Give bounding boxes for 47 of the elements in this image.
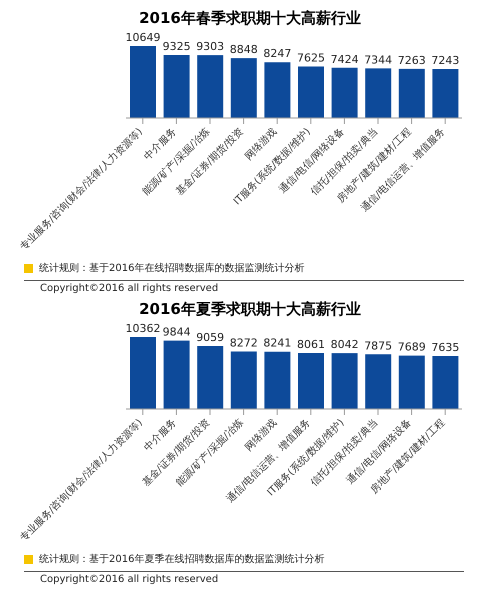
- data-label: 8241: [263, 336, 292, 350]
- data-label: 9059: [196, 331, 224, 344]
- bar: [230, 58, 257, 118]
- bar: [298, 66, 324, 118]
- chart-title: 2016年夏季求职期十大高薪行业: [138, 299, 362, 319]
- x-tick-label: 网络游戏: [242, 416, 280, 454]
- data-label: 8848: [230, 43, 258, 56]
- bar: [365, 354, 392, 409]
- bar: [398, 356, 425, 409]
- bar: [264, 352, 290, 409]
- data-label: 8272: [230, 336, 258, 350]
- bar: [432, 356, 458, 409]
- text: Copyright©2016 all rights reserved: [39, 282, 220, 296]
- data-label: 7344: [364, 53, 392, 66]
- data-label: 10649: [126, 31, 160, 44]
- bar: [332, 353, 358, 409]
- text: 统计规则：基于2016年在线招聘数据库的数据监测统计分析: [39, 262, 304, 275]
- data-label: 7263: [398, 54, 426, 67]
- data-label: 8247: [263, 47, 292, 60]
- bar: [197, 55, 224, 118]
- bar: [164, 54, 190, 118]
- text: Copyright©2016 all rights reserved: [39, 573, 220, 587]
- data-label: 7243: [431, 54, 460, 68]
- data-label: 10362: [126, 322, 160, 335]
- bar: [197, 346, 224, 409]
- data-label: 7424: [330, 52, 359, 66]
- data-label: 7875: [364, 339, 392, 352]
- bar: [164, 340, 190, 409]
- data-label: 7625: [297, 51, 325, 64]
- data-label: 9303: [196, 40, 224, 54]
- bar: [398, 68, 425, 118]
- data-label: 9325: [162, 40, 191, 53]
- data-label: 7689: [398, 340, 426, 354]
- bar: [230, 352, 257, 409]
- bar: [264, 62, 290, 118]
- bar: [332, 68, 358, 118]
- bar: [298, 352, 324, 409]
- data-label: 8061: [297, 338, 325, 351]
- data-label: 9844: [162, 326, 191, 339]
- bar: [130, 337, 156, 409]
- bar: [432, 69, 458, 118]
- text: 统计规则：基于2016年夏季在线招聘数据库的数据监测统计分析: [39, 552, 324, 566]
- bar: [130, 46, 156, 118]
- chart-title: 2016年春季求职期十大高薪行业: [138, 8, 362, 28]
- data-label: 8042: [330, 338, 359, 352]
- bar: [365, 68, 392, 118]
- data-label: 7635: [431, 340, 460, 354]
